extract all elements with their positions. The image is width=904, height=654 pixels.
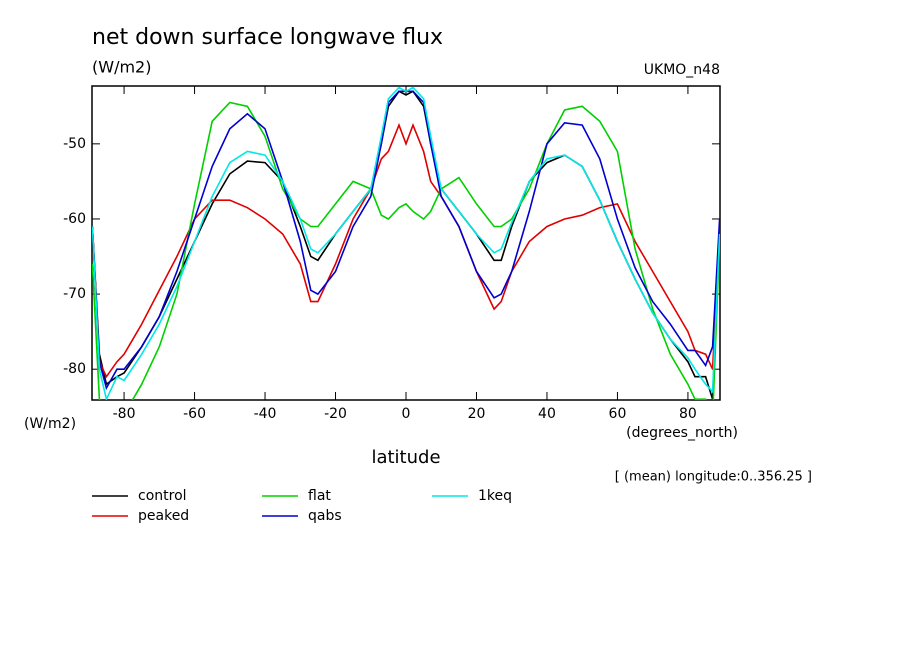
y-tick-label: -70 (63, 286, 86, 302)
model-label: UKMO_n48 (644, 62, 720, 78)
x-axis-label: latitude (371, 447, 440, 468)
legend-label: qabs (308, 508, 342, 524)
legend-label: 1keq (478, 488, 512, 504)
series-line (92, 101, 720, 400)
plot-lines (92, 86, 720, 400)
x-tick-label: 40 (538, 406, 556, 422)
x-tick-label: 80 (679, 406, 697, 422)
series-line (92, 86, 720, 400)
y-units-corner: (W/m2) (24, 416, 76, 432)
x-tick-label: 60 (609, 406, 627, 422)
x-tick-label: 0 (402, 406, 411, 422)
x-tick-label: -20 (324, 406, 347, 422)
x-units: (degrees_north) (626, 425, 738, 441)
x-tick-label: -60 (183, 406, 206, 422)
note: [ (mean) longitude:0..356.25 ] (615, 470, 812, 485)
x-tick-label: 20 (468, 406, 486, 422)
x-tick-label: -80 (113, 406, 136, 422)
legend-label: peaked (138, 508, 189, 524)
legend-label: flat (308, 488, 331, 504)
chart-title: net down surface longwave flux (92, 25, 443, 50)
legend-label: control (138, 488, 187, 504)
y-units: (W/m2) (92, 58, 151, 77)
x-tick-label: -40 (254, 406, 277, 422)
y-tick-label: -60 (63, 211, 86, 227)
y-tick-label: -50 (63, 136, 86, 152)
y-tick-label: -80 (63, 361, 86, 377)
